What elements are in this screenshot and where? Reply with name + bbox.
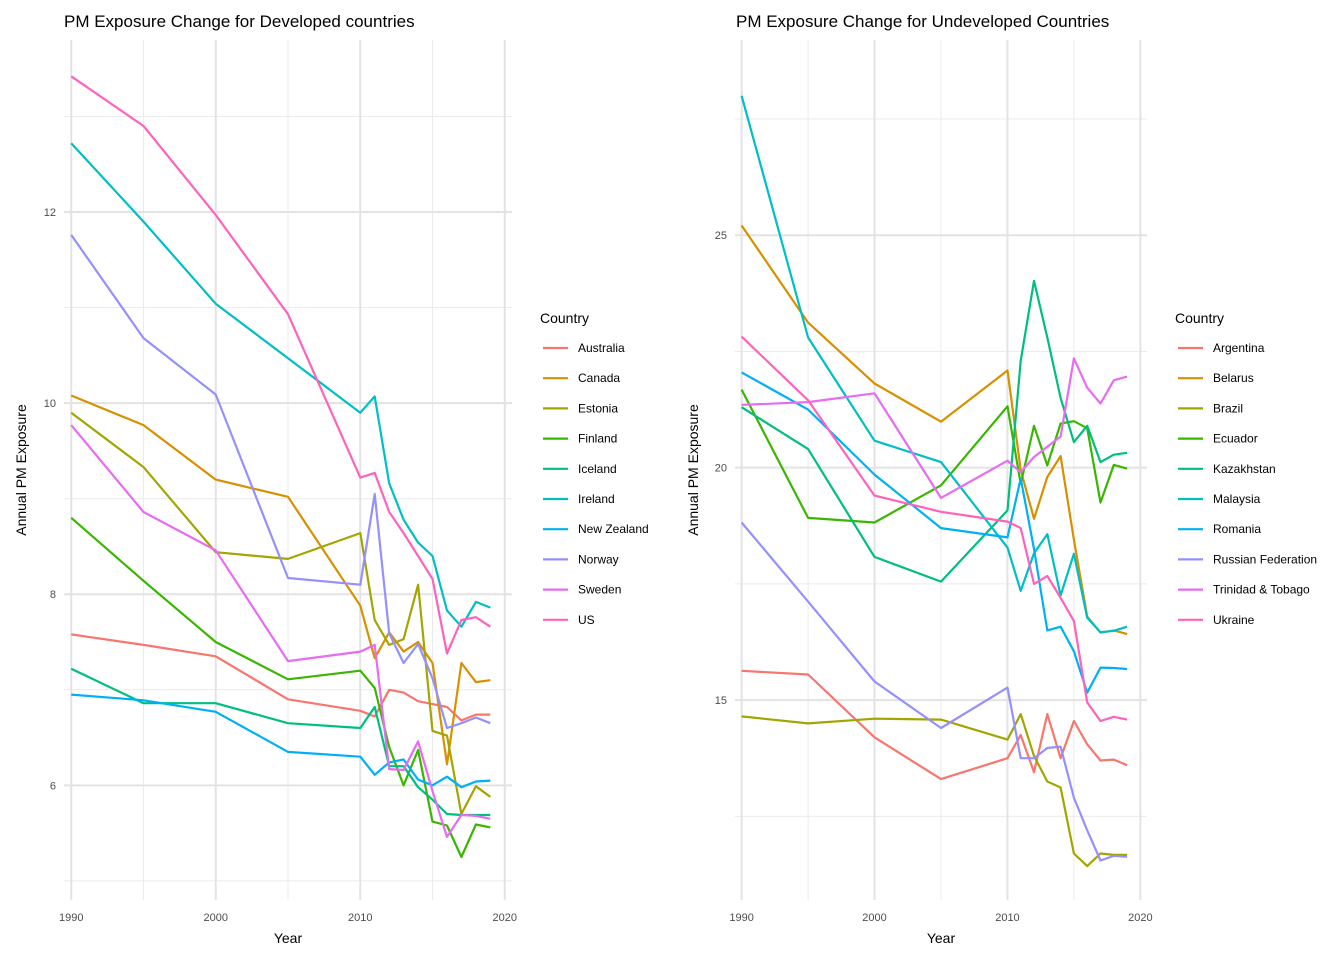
x-tick-label: 2020: [493, 912, 517, 924]
legend-label: Trinidad & Tobago: [1213, 583, 1310, 597]
legend-label: Ireland: [578, 492, 615, 506]
x-axis-label: Year: [927, 930, 956, 946]
y-tick-label: 15: [715, 695, 727, 707]
legend-label: Kazakhstan: [1213, 462, 1276, 476]
series-line-ukraine: [740, 335, 1128, 723]
legend-label: Russian Federation: [1213, 552, 1317, 566]
legend-label: Finland: [578, 432, 617, 446]
chart-title: PM Exposure Change for Developed countri…: [64, 12, 415, 31]
series-line-us: [70, 75, 491, 655]
series-line-kazakhstan: [741, 279, 1128, 583]
y-tick-label: 25: [715, 230, 727, 242]
panel-2: 1990 2000 2010 2020 15 20 25 PM Exposure Change…: [685, 12, 1317, 946]
y-axis-label: Annual PM Exposure: [13, 404, 29, 536]
series-line-canada: [70, 394, 491, 766]
legend: Country Australia Canada Estonia Finland Icel…: [540, 310, 649, 627]
y-tick-label: 8: [50, 589, 56, 601]
legend-label: US: [578, 613, 595, 627]
grid: [64, 40, 512, 900]
x-tick-label: 2010: [995, 912, 1019, 924]
series-lines: [70, 75, 491, 859]
series-line-malaysia: [740, 95, 1128, 634]
x-tick-label: 2020: [1128, 912, 1152, 924]
legend-label: New Zealand: [578, 522, 649, 536]
legend-title: Country: [540, 310, 589, 326]
legend-label: Sweden: [578, 583, 621, 597]
y-tick-label: 12: [44, 207, 56, 219]
legend-label: Malaysia: [1213, 492, 1261, 506]
grid: [735, 40, 1147, 900]
series-line-russian-federation: [740, 521, 1128, 862]
legend-label: Ukraine: [1213, 613, 1255, 627]
series-line-romania: [741, 371, 1128, 694]
legend-label: Ecuador: [1213, 432, 1258, 446]
series-line-estonia: [70, 411, 491, 816]
series-line-new-zealand: [71, 693, 491, 789]
chart-title: PM Exposure Change for Undeveloped Count…: [736, 12, 1109, 31]
y-tick-label: 20: [715, 463, 727, 475]
series-line-australia: [71, 633, 491, 722]
series-line-iceland: [70, 667, 491, 817]
series-line-argentina: [741, 669, 1128, 781]
x-tick-label: 2000: [862, 912, 886, 924]
legend: Country Argentina Belarus Brazil Ecuador Kaza…: [1175, 310, 1317, 627]
legend-label: Norway: [578, 552, 619, 566]
series-line-trinidad-tobago: [741, 357, 1128, 499]
legend-label: Argentina: [1213, 341, 1265, 355]
x-tick-label: 2010: [348, 912, 372, 924]
y-tick-label: 10: [44, 398, 56, 410]
panel-1: 1990 2000 2010 2020 6 8 10 12 PM Exposure Change…: [13, 12, 649, 946]
legend-label: Belarus: [1213, 371, 1254, 385]
x-tick-label: 1990: [729, 912, 753, 924]
series-line-norway: [70, 234, 491, 730]
legend-label: Australia: [578, 341, 625, 355]
legend-label: Romania: [1213, 522, 1261, 536]
x-tick-label: 1990: [59, 912, 83, 924]
series-line-ecuador: [740, 389, 1128, 524]
series-line-ireland: [70, 142, 491, 628]
x-tick-label: 2000: [203, 912, 227, 924]
legend-label: Canada: [578, 371, 620, 385]
series-line-sweden: [70, 424, 491, 838]
legend-label: Brazil: [1213, 401, 1243, 415]
y-axis-label: Annual PM Exposure: [685, 404, 701, 536]
x-axis-label: Year: [274, 930, 303, 946]
legend-title: Country: [1175, 310, 1224, 326]
y-tick-label: 6: [50, 780, 56, 792]
legend-label: Iceland: [578, 462, 617, 476]
series-lines: [740, 95, 1128, 868]
legend-label: Estonia: [578, 401, 618, 415]
